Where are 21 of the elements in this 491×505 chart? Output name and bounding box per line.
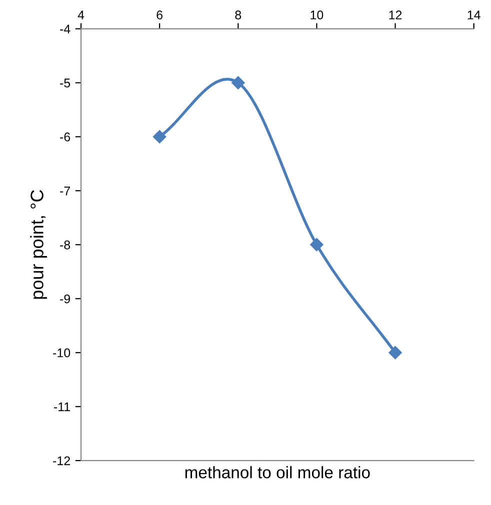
y-tick-label: -10: [53, 348, 70, 358]
point: [310, 238, 324, 252]
x-tick-label: 6: [156, 10, 162, 20]
y-tick-label: -9: [60, 294, 70, 304]
y-tick-label: -5: [60, 78, 70, 88]
x-tick-label: 14: [468, 10, 480, 20]
y-tick-label: -8: [60, 240, 70, 250]
point: [152, 130, 166, 144]
x-tick-label: 8: [235, 10, 242, 20]
y-tick-label: -12: [53, 456, 70, 466]
x-axis-title: methanol to oil mole ratio: [185, 466, 370, 478]
y-tick-label: -7: [60, 186, 70, 196]
point: [232, 76, 245, 90]
x-tick-label: 4: [78, 10, 84, 20]
point: [388, 346, 402, 360]
x-tick-label: 12: [389, 10, 402, 20]
y-tick-label: -4: [60, 24, 70, 34]
x-tick-label: 10: [310, 10, 324, 20]
y-tick-label: -6: [60, 132, 70, 142]
y-axis-title: pour point, °C: [30, 190, 47, 299]
y-tick-label: -11: [54, 402, 70, 412]
